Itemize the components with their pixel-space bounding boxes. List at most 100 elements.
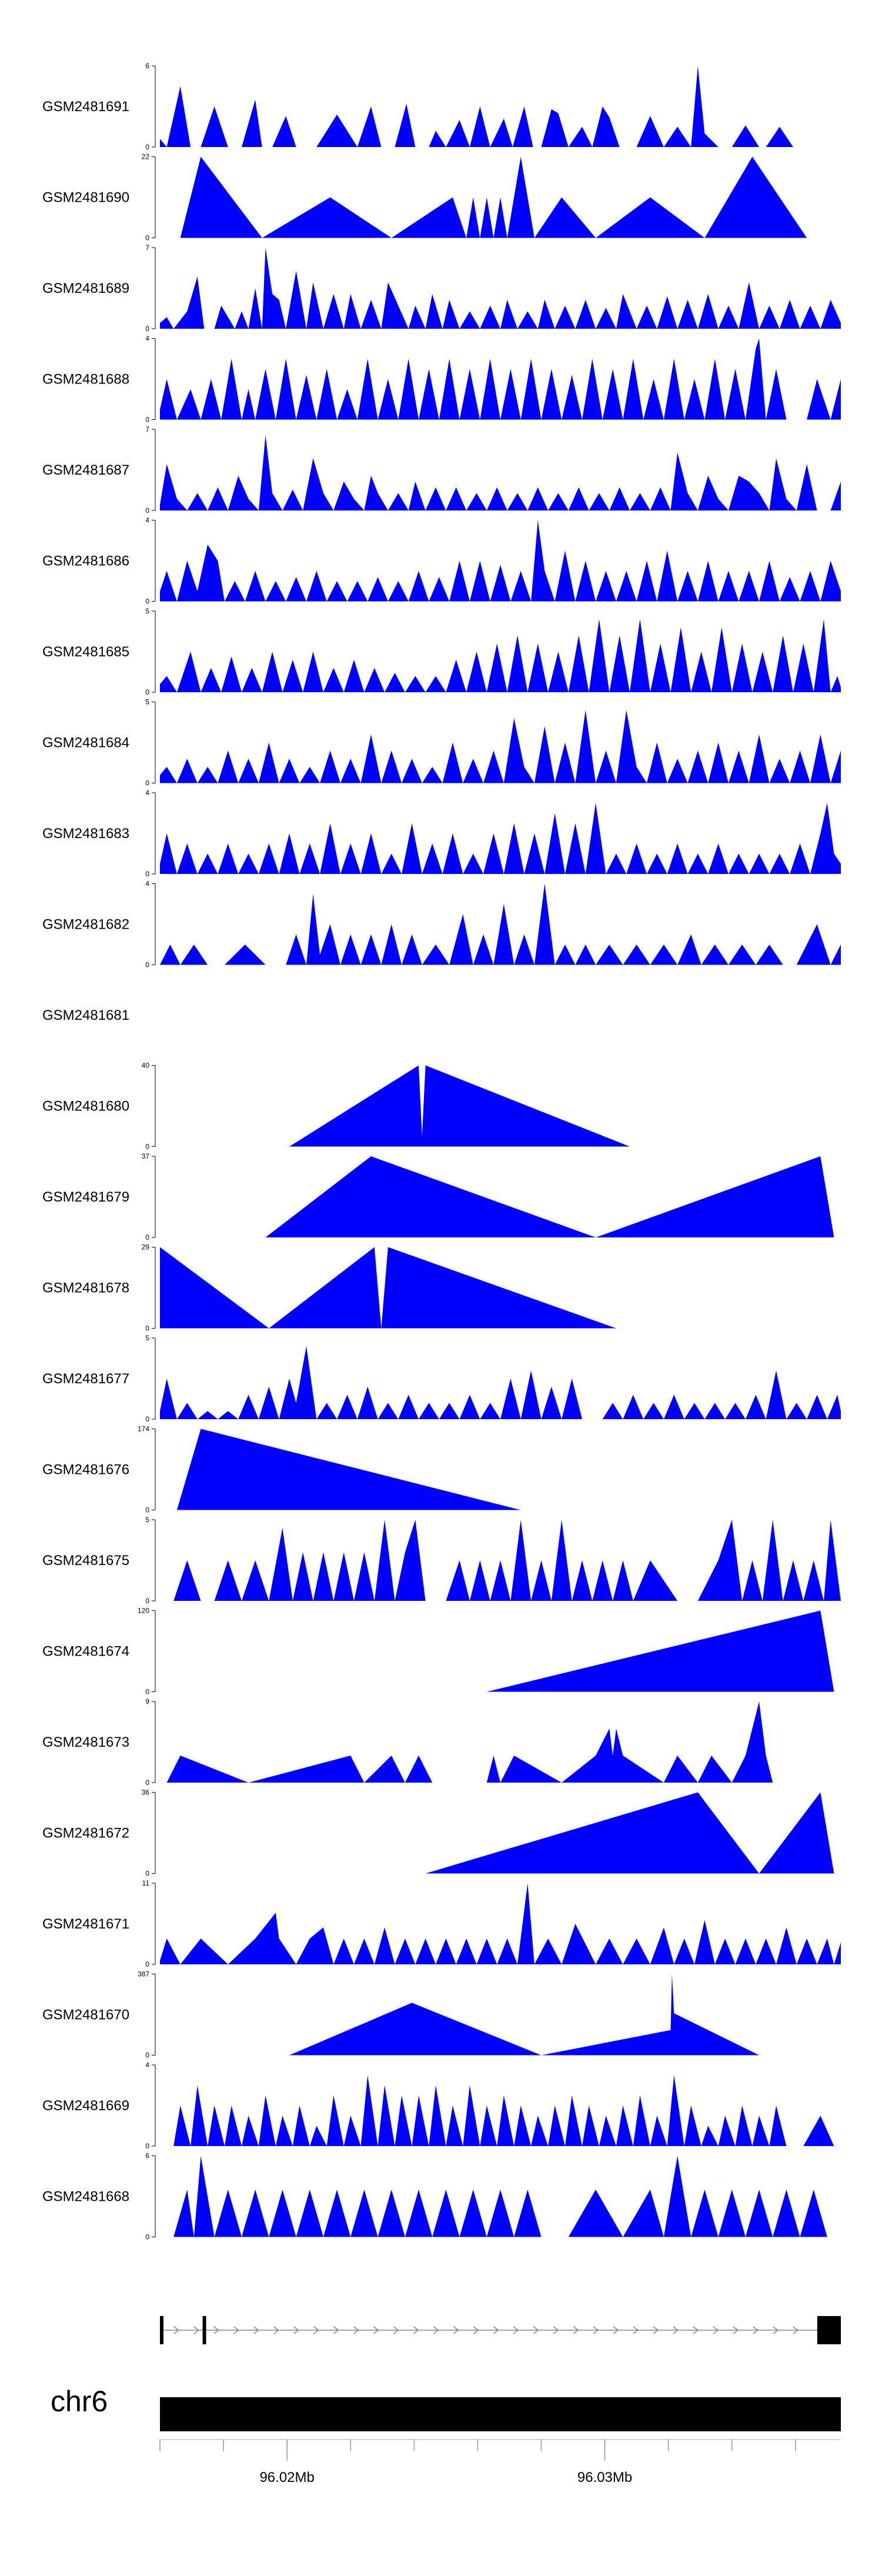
coverage-area bbox=[173, 2075, 834, 2146]
track-label: GSM2481683 bbox=[42, 826, 129, 842]
y-min-label: 0 bbox=[145, 1506, 149, 1514]
y-max-label: 6 bbox=[145, 62, 149, 70]
strand-arrow bbox=[793, 2326, 799, 2334]
y-min-label: 0 bbox=[145, 1597, 149, 1605]
coverage-tracks: GSM248169160GSM2481690220GSM248168970GSM… bbox=[42, 62, 841, 2241]
coverage-area bbox=[160, 1247, 616, 1329]
strand-arrow bbox=[233, 2326, 239, 2334]
coverage-area bbox=[160, 156, 807, 238]
y-max-label: 5 bbox=[145, 1334, 149, 1342]
strand-arrow bbox=[353, 2326, 359, 2334]
track-label: GSM2481685 bbox=[42, 644, 129, 660]
strand-arrow bbox=[253, 2326, 259, 2334]
track-GSM2481681: GSM2481681 bbox=[42, 1007, 129, 1023]
track-GSM2481679: GSM2481679 37 0 bbox=[42, 1152, 834, 1242]
strand-arrow bbox=[453, 2326, 459, 2334]
coverage-area bbox=[176, 1429, 521, 1510]
track-label: GSM2481690 bbox=[42, 190, 129, 206]
exon bbox=[160, 2316, 163, 2344]
y-min-label: 0 bbox=[145, 961, 149, 969]
y-max-label: 22 bbox=[142, 153, 150, 161]
exon bbox=[202, 2316, 206, 2344]
strand-arrow bbox=[513, 2326, 519, 2334]
y-min-label: 0 bbox=[145, 2233, 149, 2241]
strand-arrow bbox=[633, 2326, 639, 2334]
track-GSM2481688: GSM2481688 4 0 bbox=[42, 335, 841, 424]
strand-arrow bbox=[473, 2326, 479, 2334]
track-label: GSM2481688 bbox=[42, 372, 129, 388]
track-GSM2481671: GSM2481671 11 0 bbox=[42, 1879, 841, 1968]
strand-arrow bbox=[733, 2326, 739, 2334]
y-min-label: 0 bbox=[145, 598, 149, 606]
strand-arrow bbox=[593, 2326, 599, 2334]
y-min-label: 0 bbox=[145, 1870, 149, 1878]
track-GSM2481668: GSM2481668 6 0 bbox=[42, 2152, 827, 2241]
coverage-area bbox=[265, 1156, 834, 1237]
strand-arrow bbox=[173, 2326, 180, 2334]
track-GSM2481676: GSM2481676 174 0 bbox=[42, 1425, 521, 1514]
strand-arrow bbox=[533, 2326, 539, 2334]
track-label: GSM2481689 bbox=[42, 281, 129, 296]
y-min-label: 0 bbox=[145, 779, 149, 788]
strand-arrow bbox=[333, 2326, 339, 2334]
track-label: GSM2481678 bbox=[42, 1280, 129, 1296]
coverage-area bbox=[173, 2155, 827, 2237]
strand-arrow bbox=[573, 2326, 579, 2334]
strand-arrow bbox=[433, 2326, 439, 2334]
y-min-label: 0 bbox=[145, 1143, 149, 1151]
track-label: GSM2481676 bbox=[42, 1462, 129, 1478]
track-label: GSM2481680 bbox=[42, 1099, 129, 1115]
track-GSM2481691: GSM2481691 6 0 bbox=[42, 62, 814, 151]
y-max-label: 4 bbox=[145, 880, 149, 888]
gene-model-track bbox=[160, 2316, 841, 2344]
y-min-label: 0 bbox=[145, 1960, 149, 1968]
track-GSM2481685: GSM2481685 5 0 bbox=[42, 607, 841, 696]
coverage-area bbox=[160, 248, 841, 329]
track-GSM2481689: GSM2481689 7 0 bbox=[42, 243, 841, 333]
y-max-label: 11 bbox=[142, 1879, 150, 1887]
track-label: GSM2481672 bbox=[42, 1826, 129, 1841]
y-max-label: 4 bbox=[145, 2061, 149, 2069]
strand-arrow bbox=[413, 2326, 419, 2334]
track-GSM2481672: GSM2481672 36 0 bbox=[42, 1788, 834, 1878]
strand-arrow bbox=[773, 2326, 779, 2334]
strand-arrow bbox=[493, 2326, 499, 2334]
track-label: GSM2481684 bbox=[42, 735, 129, 751]
y-max-label: 7 bbox=[145, 243, 149, 252]
coverage-area bbox=[160, 710, 841, 783]
y-max-label: 387 bbox=[138, 1970, 149, 1978]
track-label: GSM2481671 bbox=[42, 1916, 129, 1932]
y-min-label: 0 bbox=[145, 1778, 149, 1787]
strand-arrow bbox=[193, 2326, 200, 2334]
track-GSM2481673: GSM2481673 9 0 bbox=[42, 1697, 807, 1787]
track-GSM2481683: GSM2481683 4 0 bbox=[42, 789, 841, 878]
y-max-label: 120 bbox=[138, 1607, 149, 1615]
track-GSM2481670: GSM2481670 387 0 bbox=[42, 1970, 759, 2060]
axis-tick-label: 96.02Mb bbox=[259, 2470, 314, 2485]
track-label: GSM2481691 bbox=[42, 99, 129, 115]
strand-arrow bbox=[613, 2326, 619, 2334]
y-min-label: 0 bbox=[145, 416, 149, 424]
track-label: GSM2481670 bbox=[42, 2007, 129, 2023]
track-GSM2481682: GSM2481682 4 0 bbox=[42, 880, 841, 969]
y-max-label: 174 bbox=[138, 1425, 149, 1433]
y-max-label: 37 bbox=[142, 1152, 150, 1160]
coverage-area bbox=[160, 338, 841, 420]
track-GSM2481687: GSM2481687 7 0 bbox=[42, 425, 841, 515]
track-GSM2481690: GSM2481690 22 0 bbox=[42, 153, 807, 242]
y-max-label: 36 bbox=[142, 1788, 150, 1797]
y-min-label: 0 bbox=[145, 870, 149, 878]
coverage-area bbox=[289, 1065, 630, 1147]
track-GSM2481678: GSM2481678 29 0 bbox=[42, 1243, 616, 1333]
y-max-label: 40 bbox=[142, 1062, 150, 1070]
y-min-label: 0 bbox=[145, 325, 149, 333]
coverage-area bbox=[160, 619, 841, 692]
coverage-area bbox=[425, 1792, 834, 1874]
y-max-label: 4 bbox=[145, 516, 149, 525]
coverage-area bbox=[160, 883, 841, 965]
coverage-area bbox=[160, 520, 841, 602]
y-max-label: 5 bbox=[145, 698, 149, 706]
y-min-label: 0 bbox=[145, 143, 149, 151]
coverage-area bbox=[486, 1610, 834, 1692]
coverage-area bbox=[160, 1346, 841, 1419]
